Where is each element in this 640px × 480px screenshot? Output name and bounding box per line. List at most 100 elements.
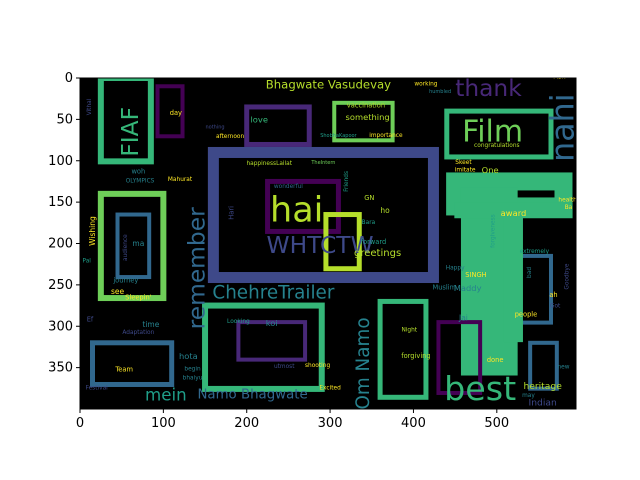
cloud-word: Looking	[227, 319, 250, 325]
cloud-word: Excited	[319, 385, 341, 391]
glyph-box	[377, 298, 429, 400]
cloud-word: ShobhaKapoor	[320, 133, 357, 139]
cloud-word: koi	[266, 318, 278, 328]
cloud-word: GN	[364, 194, 374, 202]
cloud-word: Night	[401, 327, 417, 333]
cloud-word: Friends	[344, 171, 350, 192]
glyph-box	[202, 302, 325, 392]
y-tick-label: 350	[48, 361, 73, 376]
cloud-word: Adaptation	[122, 330, 154, 336]
cloud-word: ah	[549, 291, 557, 299]
cloud-word: Pal	[82, 259, 91, 265]
cloud-word: hai	[270, 190, 323, 230]
cloud-word: bad	[527, 267, 533, 278]
cloud-word: humbled	[429, 89, 451, 95]
cloud-word: time	[142, 320, 159, 329]
x-tick-label: 500	[484, 416, 509, 431]
cloud-word: Happy	[446, 265, 465, 271]
x-axis: 0 100 200 300 400 500	[76, 409, 509, 431]
cloud-word: something	[346, 112, 390, 122]
glyph-box	[97, 78, 154, 165]
cloud-word: congratulations	[474, 143, 520, 149]
cloud-word: begin	[184, 366, 201, 372]
cloud-word: Muslim	[432, 283, 456, 291]
cloud-word: love	[250, 114, 267, 124]
cloud-word: day	[170, 109, 182, 117]
cloud-word: woh	[131, 168, 145, 176]
glyph-box	[207, 146, 439, 284]
cloud-word: WHTCTW	[267, 231, 374, 259]
cloud-word: heritage	[523, 381, 562, 392]
cloud-word: best	[444, 369, 516, 408]
cloud-word: SINGH	[465, 271, 486, 279]
cloud-word: Om Namo	[353, 317, 374, 409]
cloud-word: forgiving	[401, 352, 430, 360]
cloud-word: nahi	[545, 93, 581, 161]
glyph-box	[444, 108, 554, 160]
cloud-word: ho	[380, 206, 390, 215]
cloud-word: Sleepin'	[125, 293, 152, 301]
cloud-word: Bara	[362, 220, 376, 226]
cloud-word: remember	[183, 207, 211, 329]
cloud-word: see	[111, 287, 125, 296]
x-tick-label: 300	[318, 416, 343, 431]
cloud-word: Wishing	[88, 216, 97, 246]
cloud-word: TheIntern	[310, 160, 335, 166]
cloud-word: OLYMPICS	[126, 178, 155, 184]
cloud-word: bhaiyu	[183, 375, 203, 381]
cloud-word: nothing	[205, 125, 224, 131]
y-tick-label: 50	[56, 112, 73, 127]
cloud-word: done	[487, 356, 504, 364]
y-tick-label: 250	[48, 278, 73, 293]
cloud-word: Indian	[529, 398, 557, 409]
glyph-box	[90, 340, 175, 387]
cloud-word: vaccination	[347, 101, 385, 109]
cloud-word: award	[501, 208, 527, 218]
cloud-word: may	[522, 393, 535, 399]
cloud-word: utmost	[274, 364, 295, 370]
cloud-word: MsR	[553, 75, 565, 81]
cloud-word: FIAF	[116, 107, 144, 157]
cloud-word: importance	[369, 133, 403, 139]
cloud-word: people	[515, 311, 538, 319]
cloud-word: Skeet	[455, 160, 472, 166]
cloud-word: Got	[550, 303, 561, 309]
cloud-word: Festival	[86, 385, 109, 391]
glyph-box	[332, 100, 395, 143]
glyph-box	[236, 320, 308, 362]
cloud-word: Goodbye	[565, 263, 571, 289]
cloud-word: forward	[361, 238, 387, 246]
glyph-box	[115, 212, 152, 280]
glyph-box	[244, 104, 312, 147]
glyph-box	[323, 212, 362, 272]
cloud-word: ChehreTrailer	[212, 283, 334, 304]
glyph-box	[155, 84, 185, 139]
cloud-word: One	[482, 165, 499, 175]
cloud-word: Team	[114, 365, 133, 373]
glyph-box	[528, 340, 559, 391]
cloud-word: mein	[145, 385, 187, 404]
glyph-box	[460, 187, 518, 376]
cloud-word: audience	[123, 234, 129, 261]
x-tick-label: 0	[76, 416, 84, 431]
cloud-word: Mahurat	[168, 177, 193, 183]
cloud-word: Ba	[565, 205, 573, 211]
y-tick-label: 0	[65, 71, 73, 86]
y-tick-label: 100	[48, 154, 73, 169]
cloud-word: hota	[179, 351, 198, 361]
cloud-word: Namo Bhagwate	[197, 387, 307, 402]
cloud-word: Bhagwate Vasudevay	[266, 78, 391, 92]
cloud-word: afternoon	[216, 134, 245, 140]
x-tick-label: 200	[234, 416, 259, 431]
cloud-word: new	[557, 365, 569, 371]
cloud-word: Hari	[228, 206, 236, 220]
glyph-box	[97, 190, 167, 302]
y-tick-label: 300	[48, 319, 73, 334]
cloud-word: Vithal	[87, 98, 93, 115]
cloud-word: wonderful	[274, 184, 303, 190]
glyph-box	[436, 320, 483, 395]
cloud-word: thank	[455, 74, 522, 102]
y-tick-label: 150	[48, 195, 73, 210]
